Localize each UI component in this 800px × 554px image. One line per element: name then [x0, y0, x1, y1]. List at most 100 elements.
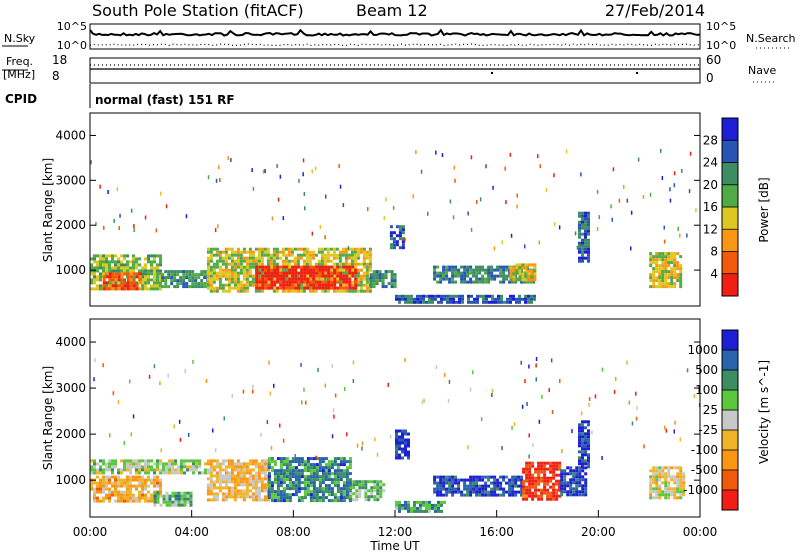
heatmap-cell [135, 459, 138, 463]
heatmap-cell [658, 475, 662, 479]
heatmap-cell [652, 255, 656, 259]
heatmap-cell [496, 265, 500, 269]
heatmap-cell [129, 487, 132, 491]
heatmap-cell [206, 250, 210, 254]
heatmap-cell [454, 478, 458, 482]
heatmap-cell [309, 475, 313, 479]
heatmap-cell [345, 268, 349, 272]
heatmap-cell [306, 484, 310, 488]
heatmap-cell [398, 300, 401, 304]
heatmap-cell [442, 481, 446, 485]
sparse-echo [132, 414, 135, 419]
heatmap-cell [679, 472, 683, 476]
heatmap-cell [273, 274, 277, 278]
heatmap-cell [546, 488, 550, 492]
heatmap-cell [111, 275, 115, 279]
heatmap-cell [581, 487, 585, 491]
heatmap-cell [183, 497, 187, 501]
heatmap-cell [212, 483, 216, 487]
heatmap-cell [344, 253, 348, 257]
heatmap-cell [291, 487, 295, 491]
heatmap-cell [649, 478, 653, 482]
heatmap-cell [422, 297, 425, 301]
heatmap-cell [496, 481, 500, 485]
heatmap-cell [341, 250, 345, 254]
heatmap-cell [147, 275, 150, 279]
heatmap-cell [102, 484, 105, 488]
heatmap-cell [108, 475, 111, 479]
heatmap-cell [279, 481, 283, 485]
heatmap-cell [508, 484, 512, 488]
heatmap-cell [537, 482, 541, 486]
sparse-echo [580, 172, 582, 177]
heatmap-cell [282, 271, 286, 275]
heatmap-cell [117, 481, 120, 485]
heatmap-cell [649, 276, 653, 280]
heatmap-cell [348, 280, 352, 284]
heatmap-cell [227, 262, 231, 266]
heatmap-cell [315, 469, 319, 473]
heatmap-cell [260, 271, 264, 275]
heatmap-cell [141, 465, 144, 469]
heatmap-cell [218, 259, 222, 263]
freq-label-1: Freq. [6, 55, 33, 68]
heatmap-cell [667, 472, 671, 476]
heatmap-cell [291, 274, 295, 278]
sparse-echo [252, 384, 254, 389]
heatmap-cell [108, 490, 111, 494]
heatmap-cell [108, 487, 111, 491]
sparse-echo [129, 379, 131, 384]
heatmap-cell [362, 256, 366, 260]
heatmap-cell [439, 493, 443, 497]
heatmap-cell [297, 496, 301, 500]
heatmap-cell [270, 499, 274, 503]
heatmap-cell [230, 259, 234, 263]
heatmap-cell [472, 475, 476, 479]
sparse-echo [302, 172, 304, 177]
heatmap-cell [575, 487, 579, 491]
heatmap-cell [575, 493, 579, 497]
heatmap-cell [527, 269, 531, 273]
heatmap-cell [206, 265, 210, 269]
heatmap-cell [300, 472, 304, 476]
heatmap-cell [90, 468, 93, 472]
heatmap-cell [90, 269, 93, 273]
heatmap-cell [105, 272, 109, 276]
heatmap-cell [543, 488, 547, 492]
heatmap-cell [428, 500, 431, 504]
heatmap-cell [144, 471, 147, 475]
heatmap-cell [466, 484, 470, 488]
heatmap-cell [454, 268, 458, 272]
heatmap-cell [661, 469, 665, 473]
heatmap-cell [578, 229, 581, 233]
heatmap-cell [291, 484, 295, 488]
heatmap-cell [320, 277, 324, 281]
heatmap-cell [248, 247, 252, 251]
heatmap-cell [658, 255, 662, 259]
heatmap-cell [661, 472, 665, 476]
heatmap-cell [525, 467, 529, 471]
heatmap-cell [365, 262, 369, 266]
heatmap-cell [478, 478, 482, 482]
heatmap-cell [655, 270, 659, 274]
heatmap-cell [141, 266, 144, 270]
heatmap-cell [569, 469, 573, 473]
heatmap-cell [227, 286, 231, 290]
sparse-echo [636, 406, 638, 411]
heatmap-cell [439, 280, 443, 284]
sparse-echo [185, 214, 188, 219]
heatmap-cell [476, 294, 479, 298]
heatmap-cell [368, 265, 372, 269]
heatmap-cell [129, 481, 132, 485]
heatmap-cell [174, 459, 177, 463]
heatmap-cell [93, 266, 96, 270]
heatmap-cell [318, 487, 322, 491]
heatmap-cell [221, 289, 225, 293]
heatmap-cell [454, 280, 458, 284]
heatmap-cell [102, 478, 105, 482]
heatmap-cell [300, 463, 304, 467]
heatmap-cell [321, 499, 325, 503]
heatmap-cell [266, 247, 270, 251]
heatmap-cell [667, 466, 671, 470]
heatmap-cell [281, 250, 285, 254]
